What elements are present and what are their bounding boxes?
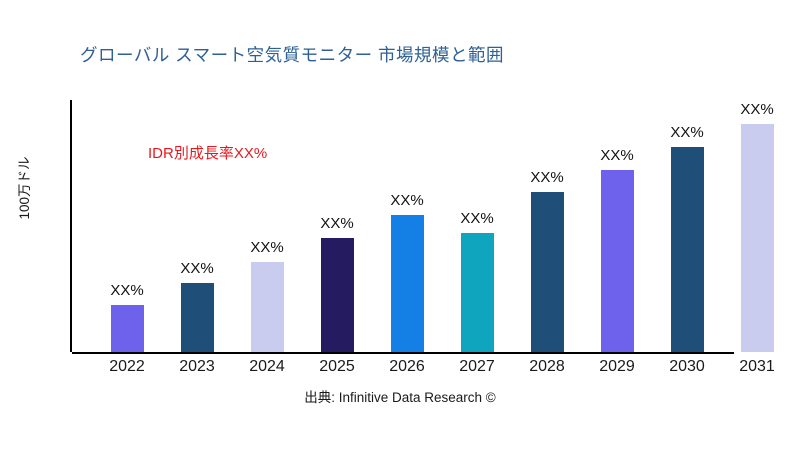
bar-value-label-2024: XX% xyxy=(250,239,284,256)
bar-value-label-2025: XX% xyxy=(320,215,354,232)
x-tick-label-2029: 2029 xyxy=(599,358,635,375)
plot-area: XX% 2022 XX% 2023 XX% 2024 XX% 2025 XX% 2026 XX% 20… xyxy=(70,100,788,375)
x-tick-label-2024: 2024 xyxy=(249,358,285,375)
bar-value-label-2022: XX% xyxy=(110,282,144,299)
x-axis-line xyxy=(72,352,734,354)
chart-title: グローバル スマート空気質モニター 市場規模と範囲 xyxy=(80,45,505,65)
bar-2025 xyxy=(320,238,354,352)
bar-value-label-2029: XX% xyxy=(600,147,634,164)
growth-rate-annotation: IDR別成長率XX% xyxy=(148,145,268,162)
bar-2024 xyxy=(250,262,284,352)
bar-value-label-2028: XX% xyxy=(530,169,564,186)
y-axis-label: 100万ドル xyxy=(17,156,32,220)
x-tick-label-2026: 2026 xyxy=(389,358,425,375)
bar-2022 xyxy=(110,305,144,352)
bar-2026 xyxy=(390,215,424,352)
bar-2027 xyxy=(460,233,494,352)
bar-value-label-2030: XX% xyxy=(670,124,704,141)
bar-value-label-2031: XX% xyxy=(740,101,774,118)
x-tick-label-2022: 2022 xyxy=(109,358,145,375)
x-tick-label-2023: 2023 xyxy=(179,358,215,375)
bar-2031 xyxy=(740,124,774,352)
source-credit: 出典: Infinitive Data Research © xyxy=(304,390,496,405)
x-tick-label-2031: 2031 xyxy=(739,358,775,375)
bar-2023 xyxy=(180,283,214,352)
x-tick-label-2025: 2025 xyxy=(319,358,355,375)
x-tick-label-2028: 2028 xyxy=(529,358,565,375)
bar-value-label-2027: XX% xyxy=(460,210,494,227)
bar-2030 xyxy=(670,147,704,352)
x-tick-label-2030: 2030 xyxy=(669,358,705,375)
bar-2028 xyxy=(530,192,564,352)
x-tick-label-2027: 2027 xyxy=(459,358,495,375)
bar-value-label-2023: XX% xyxy=(180,260,214,277)
bar-value-label-2026: XX% xyxy=(390,192,424,209)
bar-2029 xyxy=(600,170,634,352)
